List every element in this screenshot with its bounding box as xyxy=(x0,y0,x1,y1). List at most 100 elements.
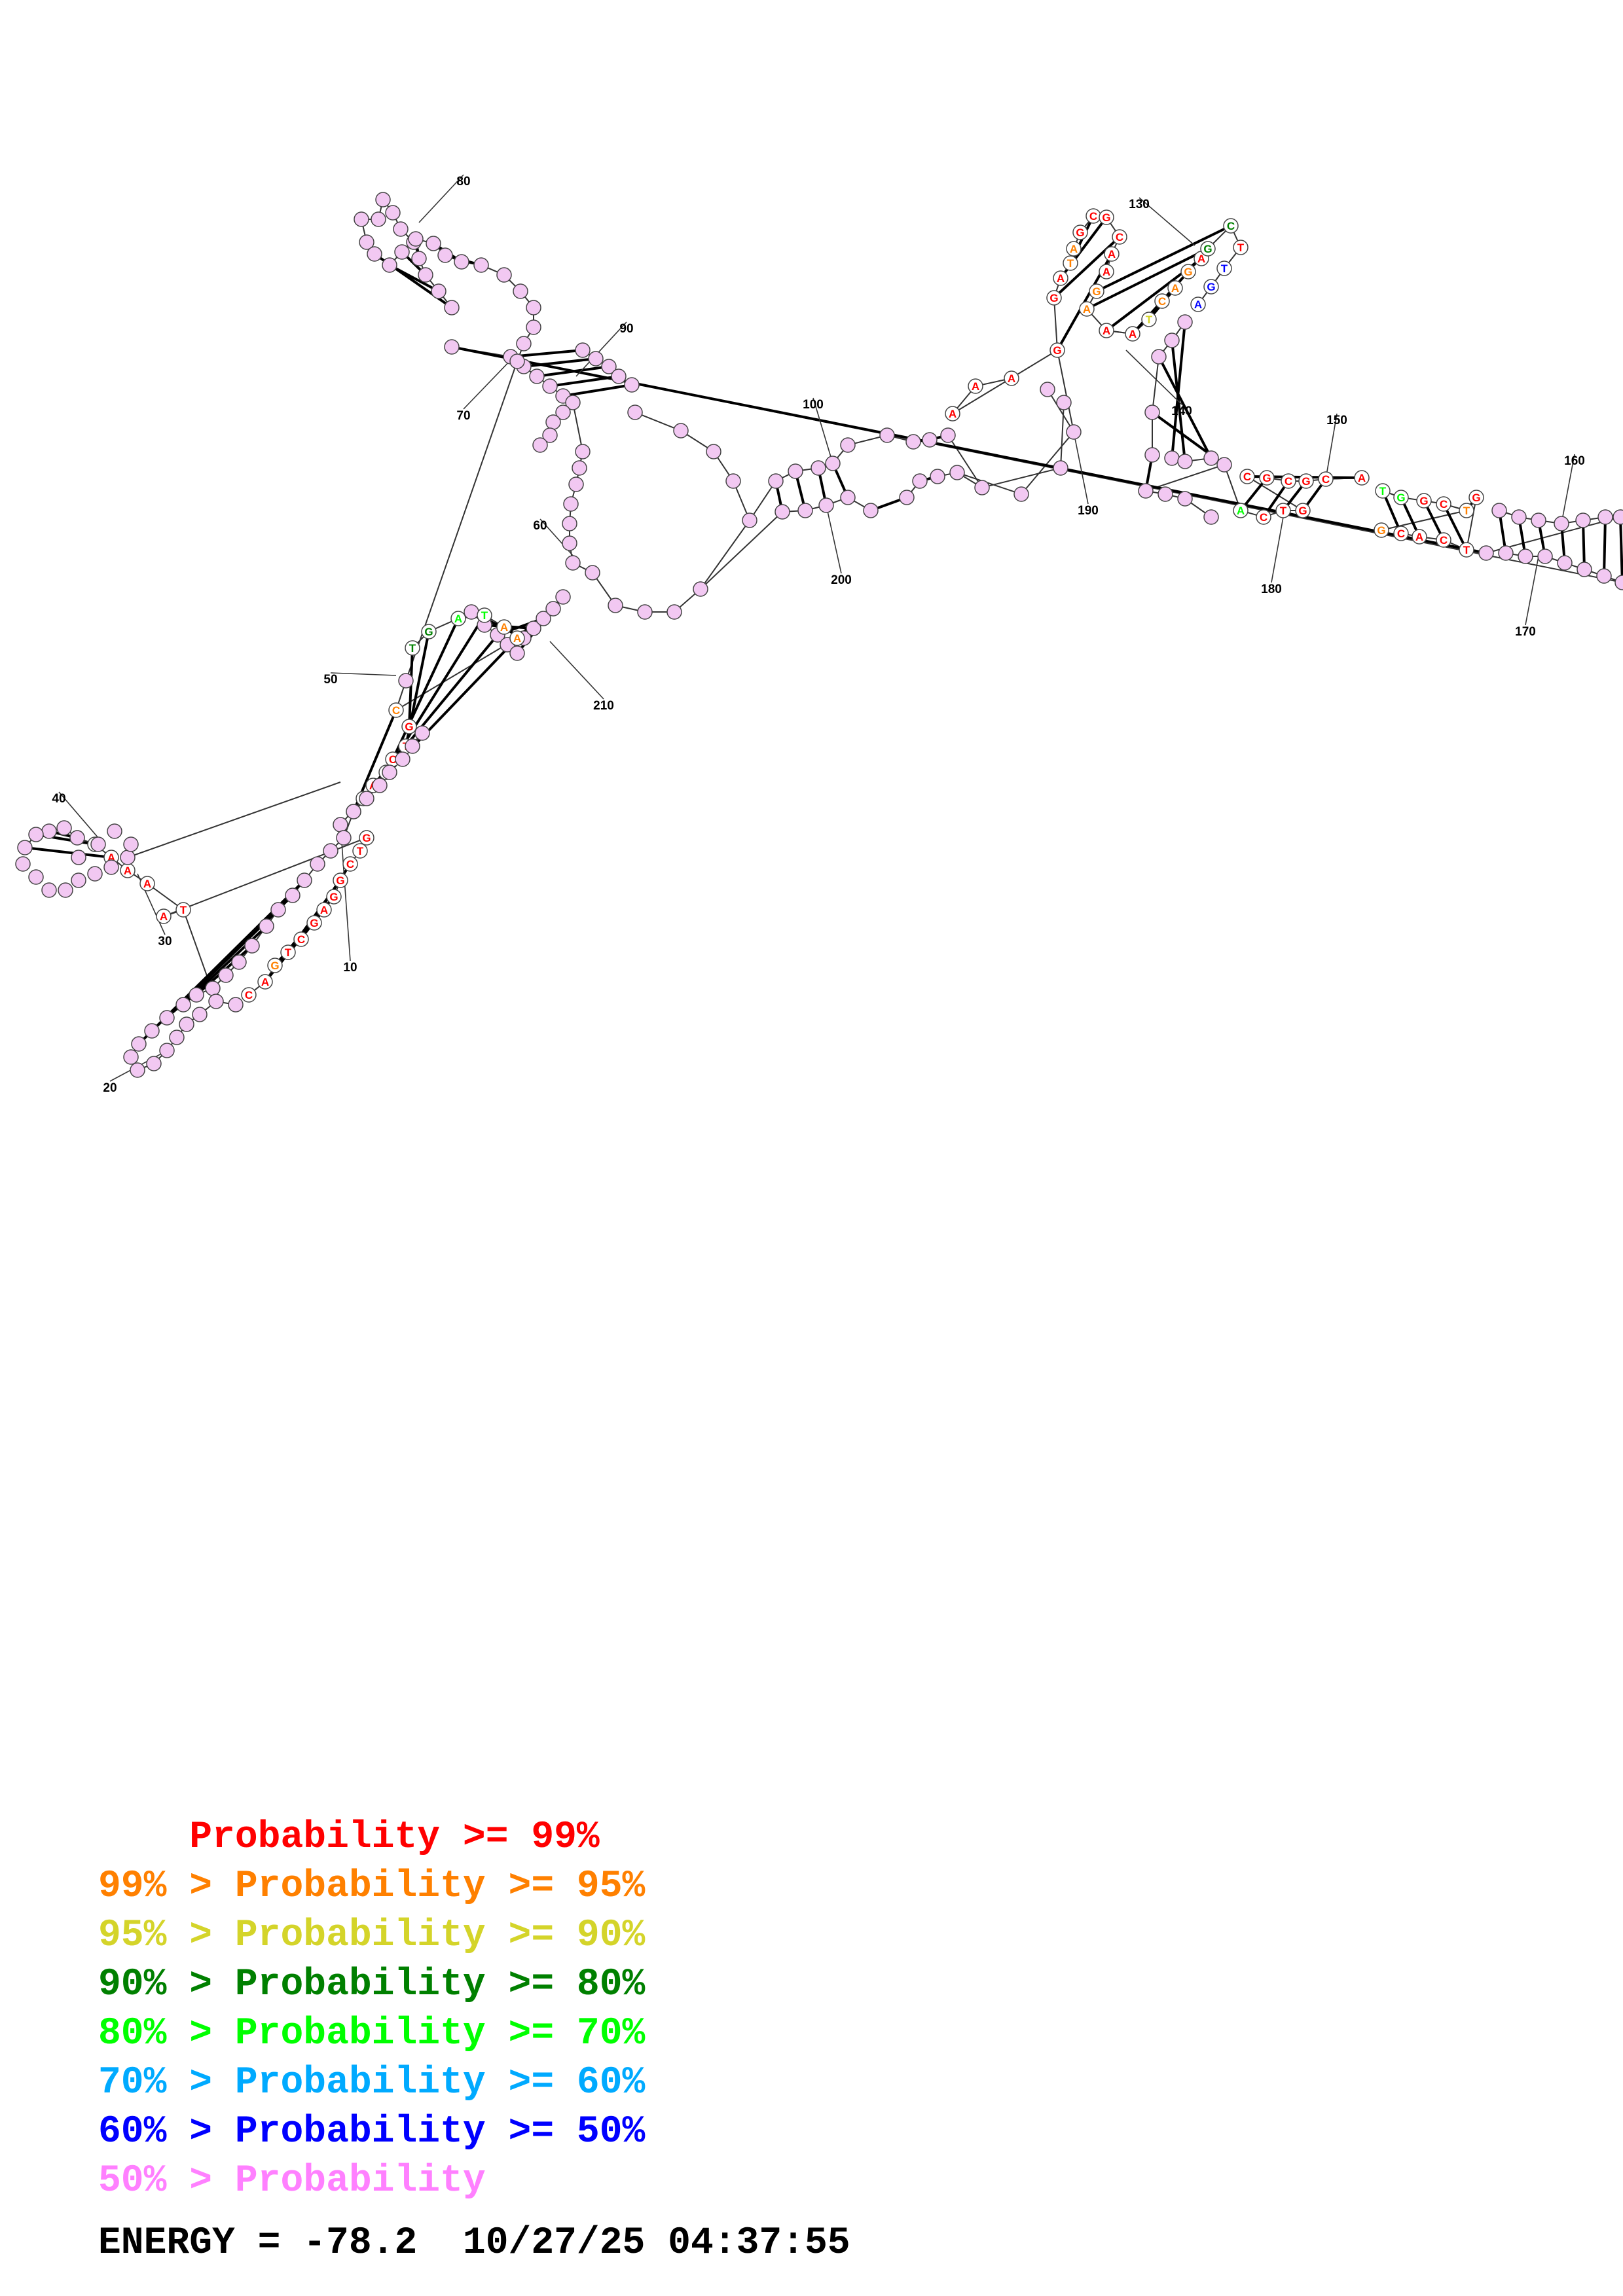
nucleotide-circle xyxy=(259,918,274,934)
nucleotide-base: A xyxy=(143,878,151,890)
nucleotide xyxy=(464,604,479,620)
position-label: 70 xyxy=(456,409,470,423)
nucleotide xyxy=(15,856,31,872)
nucleotide-circle xyxy=(367,246,382,262)
nucleotide-circle xyxy=(555,404,571,420)
position-label: 200 xyxy=(831,573,852,587)
nucleotide-circle xyxy=(1063,255,1078,271)
nucleotide: A xyxy=(139,876,155,891)
nucleotide-circle xyxy=(1144,447,1160,463)
position-label: 180 xyxy=(1261,583,1282,596)
nucleotide-circle xyxy=(768,473,784,489)
nucleotide: A xyxy=(509,630,525,646)
nucleotide xyxy=(323,843,338,859)
position-tick xyxy=(1525,556,1539,626)
nucleotide-circle xyxy=(912,473,928,489)
nucleotide xyxy=(526,300,541,315)
nucleotide xyxy=(555,589,571,605)
nucleotide xyxy=(17,840,33,855)
nucleotide-circle xyxy=(1233,503,1249,518)
nucleotide xyxy=(382,257,397,273)
nucleotide-base: G xyxy=(1302,475,1310,488)
nucleotide-circle xyxy=(637,604,653,620)
nucleotide-base: G xyxy=(1298,505,1307,517)
nucleotide-base: A xyxy=(1103,325,1110,337)
backbone-connector xyxy=(700,511,783,590)
nucleotide-circle xyxy=(354,211,369,227)
nucleotide-circle xyxy=(359,830,374,846)
nucleotide-circle xyxy=(1046,290,1062,306)
nucleotide xyxy=(71,850,86,865)
nucleotide-circle xyxy=(103,859,119,875)
nucleotide xyxy=(725,473,741,489)
base-pair-bond xyxy=(1381,490,1402,534)
nucleotide-circle xyxy=(359,791,374,806)
nucleotide xyxy=(1537,548,1553,564)
nucleotide-base: A xyxy=(160,910,168,923)
legend-row: 60% > Probability >= 50% xyxy=(98,2108,645,2157)
nucleotide-base: A xyxy=(124,865,132,877)
base-pair-bond xyxy=(1619,516,1623,583)
nucleotide-circle xyxy=(159,1043,175,1058)
nucleotide: C xyxy=(1223,218,1239,234)
nucleotide-circle xyxy=(545,601,561,617)
position-labels: 10 20 30 40 50 60 70 80 90 100 130 140 150 160 170 180 1… xyxy=(52,175,1584,1095)
nucleotide-circle xyxy=(1066,241,1082,257)
nucleotide-circle xyxy=(1275,503,1291,518)
nucleotide xyxy=(69,830,85,846)
legend-text: Probability >= 99% xyxy=(189,1816,600,1859)
nucleotide-circle xyxy=(1177,491,1193,507)
nucleotide-circle xyxy=(414,725,430,741)
nucleotide: C xyxy=(388,702,404,718)
nucleotide-base: C xyxy=(1440,498,1448,511)
legend-prefix: 60% > xyxy=(98,2111,235,2153)
nucleotide-circle xyxy=(1053,460,1068,476)
nucleotide-circle xyxy=(1393,490,1409,505)
nucleotide-base: T xyxy=(1280,505,1287,517)
position-label: 90 xyxy=(619,322,633,336)
nucleotide xyxy=(496,267,512,283)
nucleotide: C xyxy=(293,931,309,947)
nucleotide: C xyxy=(1256,509,1271,525)
nucleotide-circle xyxy=(1040,382,1055,397)
nucleotide: T xyxy=(1459,503,1474,518)
nucleotide xyxy=(863,503,879,518)
nucleotide-circle xyxy=(1511,509,1527,525)
nucleotide-circle xyxy=(69,830,85,846)
nucleotide-circle xyxy=(840,437,856,453)
nucleotide-base: A xyxy=(454,613,462,625)
nucleotide xyxy=(1158,486,1173,502)
nucleotide: A xyxy=(496,619,512,635)
nucleotide: A xyxy=(945,406,960,422)
position-label: 60 xyxy=(533,519,547,533)
nucleotide xyxy=(1177,454,1193,469)
nucleotide-base: A xyxy=(513,632,521,645)
nucleotide: A xyxy=(1053,270,1068,286)
nucleotide-base: G xyxy=(329,891,338,903)
nucleotide-circle xyxy=(949,465,965,480)
nucleotide: A xyxy=(257,974,273,990)
position-label: 10 xyxy=(343,961,357,975)
nucleotide xyxy=(123,836,139,852)
base-pair-bond xyxy=(1582,520,1586,570)
nucleotide-circle xyxy=(316,902,332,918)
position-tick xyxy=(1139,197,1195,246)
nucleotide-circle xyxy=(899,490,915,505)
nucleotide-base: C xyxy=(392,704,400,717)
nucleotide: T xyxy=(1375,483,1391,499)
nucleotide-circle xyxy=(405,738,420,754)
nucleotide-circle xyxy=(144,1023,160,1039)
nucleotide xyxy=(58,882,73,898)
nucleotide-base: G xyxy=(270,960,279,972)
base-pair-bond xyxy=(24,846,112,859)
position-tick xyxy=(340,824,351,961)
nucleotide-circle xyxy=(401,719,417,734)
nucleotide-base: C xyxy=(297,933,305,946)
position-tick xyxy=(1125,350,1182,405)
nucleotide: G xyxy=(1046,290,1062,306)
nucleotide xyxy=(408,231,424,247)
nucleotide: G xyxy=(1374,522,1389,538)
energy-value: ENERGY = -78.2 xyxy=(98,2222,418,2265)
nucleotide-circle xyxy=(359,234,374,250)
nucleotide-circle xyxy=(421,624,437,639)
